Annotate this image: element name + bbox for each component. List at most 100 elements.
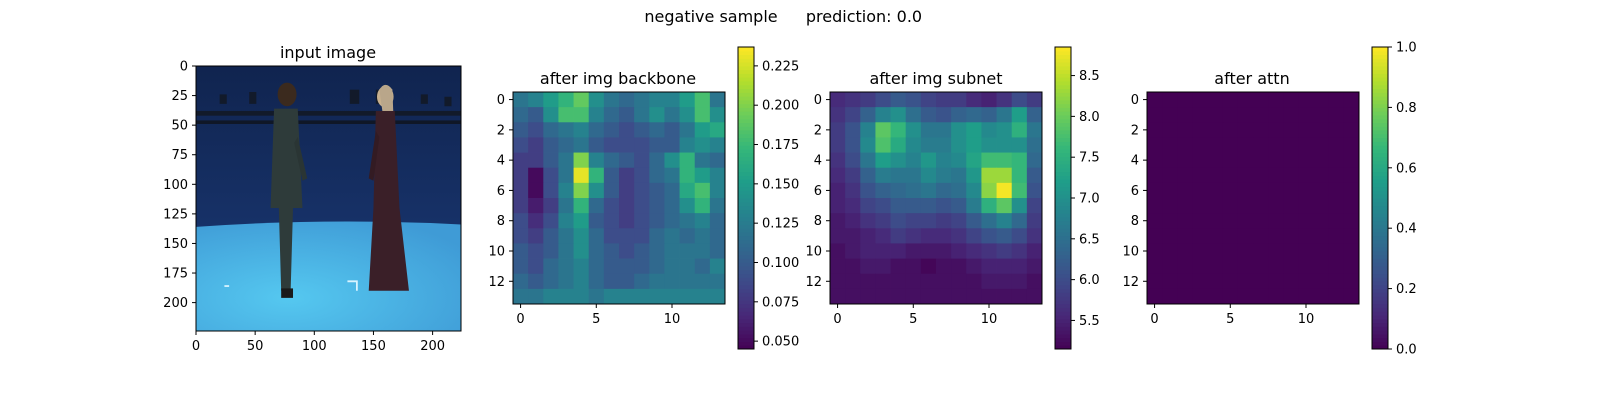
colorbar-segment bbox=[1372, 273, 1388, 278]
heatmap-cell bbox=[558, 228, 574, 244]
heatmap-cell bbox=[619, 122, 635, 138]
input-image-axes: 0 50 100 150 200 0 25 50 75 100 125 150 175 200 bbox=[163, 60, 445, 355]
heatmap-cell bbox=[936, 122, 952, 138]
x-tick-label: 0 bbox=[1150, 312, 1158, 327]
heatmap-cell bbox=[1207, 152, 1224, 169]
heatmap-cell bbox=[634, 228, 650, 244]
heatmap-cell bbox=[996, 122, 1013, 138]
colorbar-segment bbox=[1055, 99, 1071, 105]
heatmap-cell bbox=[588, 122, 605, 138]
heatmap-cell bbox=[1011, 243, 1028, 259]
colorbar-segment bbox=[1055, 231, 1071, 237]
heatmap-cell bbox=[1253, 198, 1269, 214]
heatmap-cell bbox=[528, 107, 544, 123]
heatmap-cell bbox=[573, 107, 590, 123]
heatmap-cell bbox=[1268, 182, 1284, 199]
colorbar-tick-label: 0.175 bbox=[762, 138, 799, 153]
colorbar-segment bbox=[1055, 213, 1071, 218]
suptitle-left: negative sample bbox=[644, 7, 777, 26]
colorbar-segment bbox=[1055, 50, 1071, 56]
heatmap-cell bbox=[996, 243, 1013, 259]
heatmap-cell bbox=[694, 152, 711, 169]
colorbar-tick-label: 8.0 bbox=[1079, 110, 1100, 125]
heatmap-cell bbox=[709, 137, 726, 153]
heatmap-cell bbox=[981, 137, 997, 153]
heatmap-cell bbox=[1207, 167, 1224, 184]
heatmap-cell bbox=[860, 258, 876, 275]
left-person bbox=[270, 82, 308, 298]
heatmap-cell bbox=[1162, 288, 1178, 305]
heatmap-cell bbox=[951, 213, 967, 229]
colorbar-segment bbox=[1372, 47, 1388, 52]
heatmap-cell bbox=[1026, 258, 1043, 275]
y-tick-label: 125 bbox=[163, 207, 188, 222]
colorbar-segment bbox=[1372, 122, 1388, 127]
heatmap-cell bbox=[528, 288, 544, 305]
heatmap-cell bbox=[905, 228, 922, 244]
heatmap-cell bbox=[1026, 122, 1043, 138]
colorbar-segment bbox=[1055, 156, 1071, 161]
heatmap-cell bbox=[679, 92, 696, 108]
heatmap-cell bbox=[875, 107, 891, 123]
colorbar-segment bbox=[1055, 54, 1071, 59]
heatmap-cell bbox=[1298, 273, 1314, 290]
heatmap-cell bbox=[634, 167, 650, 184]
y-tick-label: 0 bbox=[1131, 93, 1139, 108]
heatmap-cell bbox=[905, 198, 922, 214]
y-tick-label: 75 bbox=[171, 148, 188, 163]
colorbar-segment bbox=[1055, 337, 1071, 342]
colorbar-segment bbox=[1372, 198, 1388, 203]
colorbar-segment bbox=[1055, 243, 1071, 248]
colorbar-segment bbox=[1372, 209, 1388, 214]
heatmap-cell bbox=[1237, 273, 1254, 290]
colorbar-segment bbox=[738, 239, 754, 244]
colorbar-segment bbox=[1372, 269, 1388, 275]
heatmap-cell bbox=[543, 273, 559, 290]
heatmap-cell bbox=[573, 258, 590, 275]
heatmap-cell bbox=[920, 92, 937, 108]
heatmap-cell bbox=[1298, 198, 1314, 214]
heatmap-cell bbox=[558, 107, 574, 123]
heatmap-cell bbox=[664, 243, 680, 259]
colorbar-segment bbox=[1055, 250, 1071, 256]
heatmap-cell bbox=[558, 243, 574, 259]
colorbar-segment bbox=[1372, 160, 1388, 165]
heatmap-cell bbox=[1222, 167, 1239, 184]
heatmap-cell bbox=[619, 167, 635, 184]
x-tick-label: 150 bbox=[361, 339, 386, 354]
colorbar-segment bbox=[1372, 58, 1388, 63]
heatmap-cell bbox=[966, 228, 982, 244]
heatmap-cell bbox=[1283, 288, 1299, 305]
colorbar-segment bbox=[738, 228, 754, 233]
heatmap-cell bbox=[845, 152, 861, 169]
heatmap-cell bbox=[1237, 228, 1254, 244]
heatmap-cell bbox=[1162, 243, 1178, 259]
heatmap-cell bbox=[890, 273, 907, 290]
heatmap-cell bbox=[1011, 228, 1028, 244]
colorbar-segment bbox=[1055, 152, 1071, 157]
colorbar-segment bbox=[1372, 224, 1388, 229]
heatmap-cell bbox=[830, 243, 846, 259]
heatmap-cell bbox=[649, 288, 665, 305]
heatmap-cell bbox=[890, 243, 907, 259]
heatmap-cell bbox=[1207, 288, 1224, 305]
heatmap-cell bbox=[951, 288, 967, 305]
attn-panel: after attn 0 5 10 0 2 4 6 8 10 12 0.0 0.2 0.4 0.6 0.8… bbox=[1122, 41, 1416, 358]
heatmap-cell bbox=[1026, 167, 1043, 184]
colorbar-segment bbox=[738, 318, 754, 324]
colorbar-segment bbox=[738, 152, 754, 157]
heatmap-cell bbox=[920, 198, 937, 214]
heatmap-cell bbox=[603, 243, 620, 259]
heatmap-cell bbox=[1162, 198, 1178, 214]
colorbar-segment bbox=[1055, 239, 1071, 244]
heatmap-cell bbox=[920, 152, 937, 169]
heatmap-cell bbox=[920, 167, 937, 184]
colorbar-segment bbox=[1055, 141, 1071, 146]
heatmap-cell bbox=[920, 122, 937, 138]
heatmap-cell bbox=[1011, 258, 1028, 275]
heatmap-cell bbox=[679, 137, 696, 153]
heatmap-cell bbox=[1026, 152, 1043, 169]
input-image-panel: input image bbox=[163, 43, 462, 355]
heatmap-cell bbox=[588, 198, 605, 214]
colorbar-segment bbox=[1372, 190, 1388, 195]
